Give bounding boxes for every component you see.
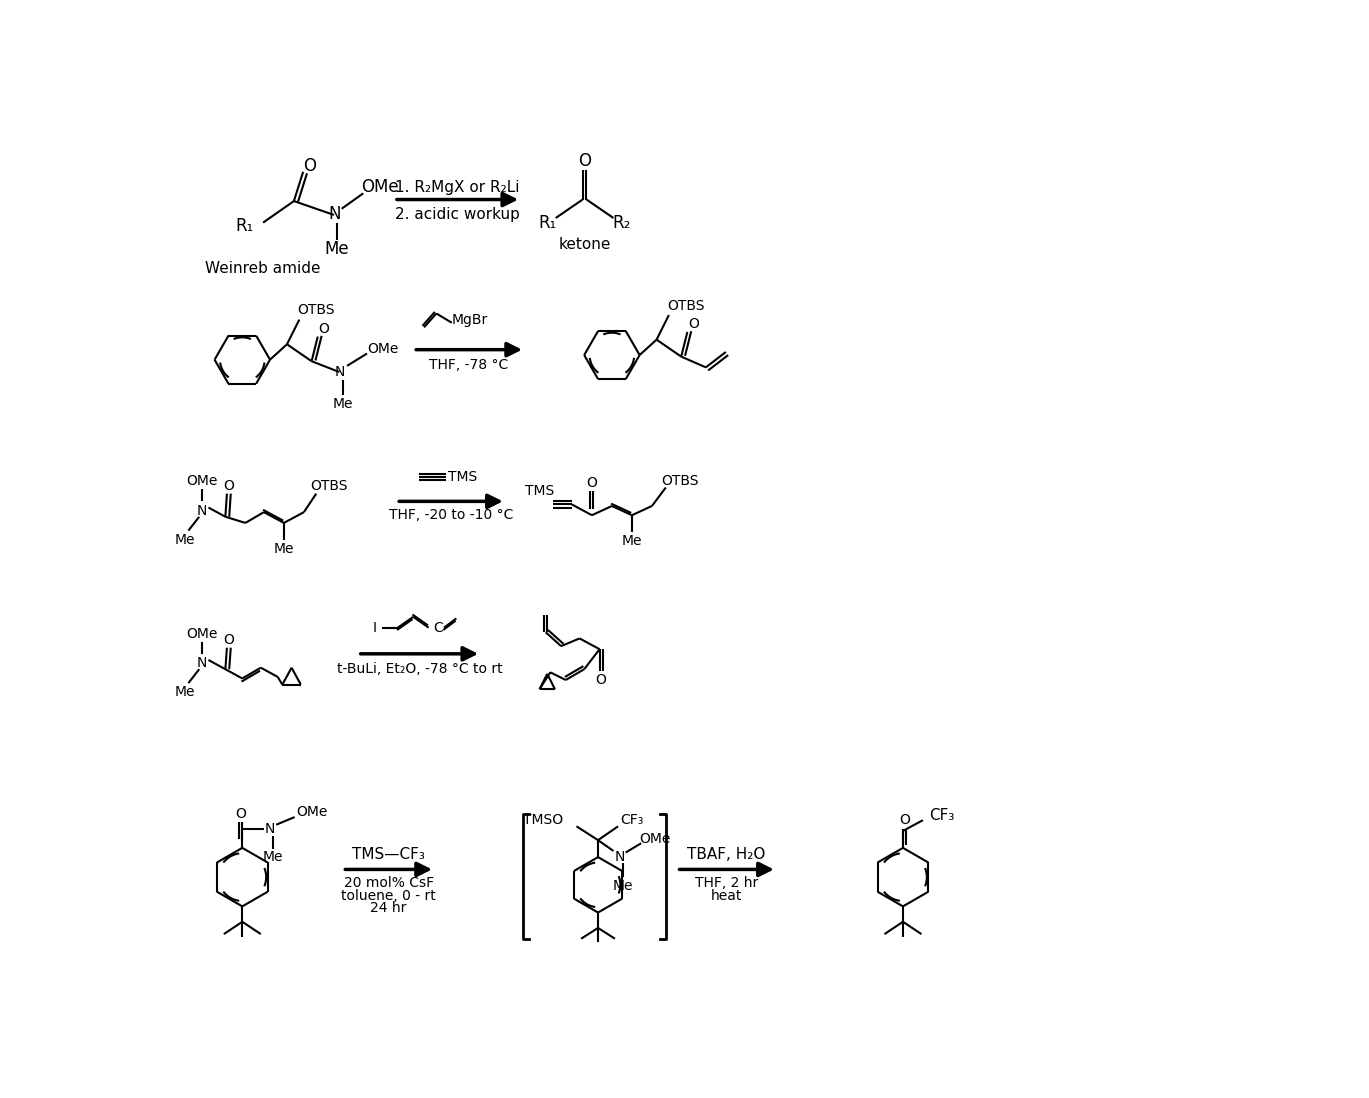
Text: OMe: OMe bbox=[639, 831, 671, 845]
Text: TBAF, H₂O: TBAF, H₂O bbox=[687, 847, 765, 862]
Text: OMe: OMe bbox=[186, 627, 218, 641]
Text: C: C bbox=[433, 620, 442, 635]
Text: N: N bbox=[264, 822, 275, 837]
Text: TMS: TMS bbox=[524, 483, 554, 497]
Text: 24 hr: 24 hr bbox=[371, 901, 407, 915]
Text: I: I bbox=[372, 620, 376, 635]
Text: THF, 2 hr: THF, 2 hr bbox=[695, 876, 758, 890]
Text: N: N bbox=[197, 504, 208, 517]
Text: R₁: R₁ bbox=[538, 214, 556, 232]
Text: CF₃: CF₃ bbox=[928, 808, 954, 824]
Text: OTBS: OTBS bbox=[309, 479, 348, 493]
Text: 2. acidic workup: 2. acidic workup bbox=[394, 208, 520, 223]
Text: N: N bbox=[329, 205, 341, 223]
Text: TMS: TMS bbox=[448, 470, 478, 484]
Text: O: O bbox=[586, 475, 597, 490]
Text: O: O bbox=[899, 814, 910, 827]
Text: OMe: OMe bbox=[186, 474, 218, 489]
Text: R₁: R₁ bbox=[235, 216, 253, 235]
Text: Me: Me bbox=[612, 879, 632, 894]
Text: OTBS: OTBS bbox=[661, 474, 698, 489]
Text: CF₃: CF₃ bbox=[620, 814, 643, 827]
Text: toluene, 0 - rt: toluene, 0 - rt bbox=[341, 888, 435, 903]
Text: TMS—CF₃: TMS—CF₃ bbox=[352, 847, 424, 862]
Text: OMe: OMe bbox=[367, 341, 398, 356]
Text: MgBr: MgBr bbox=[452, 313, 489, 326]
Text: Me: Me bbox=[263, 850, 283, 864]
Text: OTBS: OTBS bbox=[297, 303, 335, 317]
Text: t-BuLi, Et₂O, -78 °C to rt: t-BuLi, Et₂O, -78 °C to rt bbox=[337, 662, 502, 676]
Text: Me: Me bbox=[174, 685, 194, 699]
Text: OMe: OMe bbox=[296, 806, 327, 819]
Text: N: N bbox=[615, 850, 624, 864]
Text: Me: Me bbox=[324, 239, 349, 258]
Text: O: O bbox=[596, 673, 606, 687]
Text: Weinreb amide: Weinreb amide bbox=[205, 261, 320, 277]
Text: N: N bbox=[197, 657, 208, 670]
Text: THF, -20 to -10 °C: THF, -20 to -10 °C bbox=[389, 508, 513, 523]
Text: 1. R₂MgX or R₂Li: 1. R₂MgX or R₂Li bbox=[394, 180, 519, 194]
Text: N: N bbox=[334, 365, 345, 379]
Text: O: O bbox=[689, 317, 700, 332]
Text: THF, -78 °C: THF, -78 °C bbox=[428, 358, 508, 372]
Text: O: O bbox=[235, 807, 246, 821]
Text: O: O bbox=[303, 157, 316, 175]
Text: OTBS: OTBS bbox=[667, 299, 705, 313]
Text: TMSO: TMSO bbox=[523, 814, 563, 827]
Text: O: O bbox=[223, 479, 234, 493]
Text: O: O bbox=[223, 632, 234, 647]
Text: heat: heat bbox=[711, 888, 742, 903]
Text: OMe: OMe bbox=[361, 178, 398, 197]
Text: Me: Me bbox=[274, 542, 294, 556]
Text: Me: Me bbox=[622, 535, 642, 548]
Text: Me: Me bbox=[174, 533, 194, 547]
Text: R₂: R₂ bbox=[612, 214, 630, 232]
Text: 20 mol% CsF: 20 mol% CsF bbox=[344, 876, 434, 890]
Text: ketone: ketone bbox=[559, 237, 611, 251]
Text: O: O bbox=[579, 152, 591, 170]
Text: O: O bbox=[319, 322, 330, 336]
Text: Me: Me bbox=[333, 397, 353, 412]
